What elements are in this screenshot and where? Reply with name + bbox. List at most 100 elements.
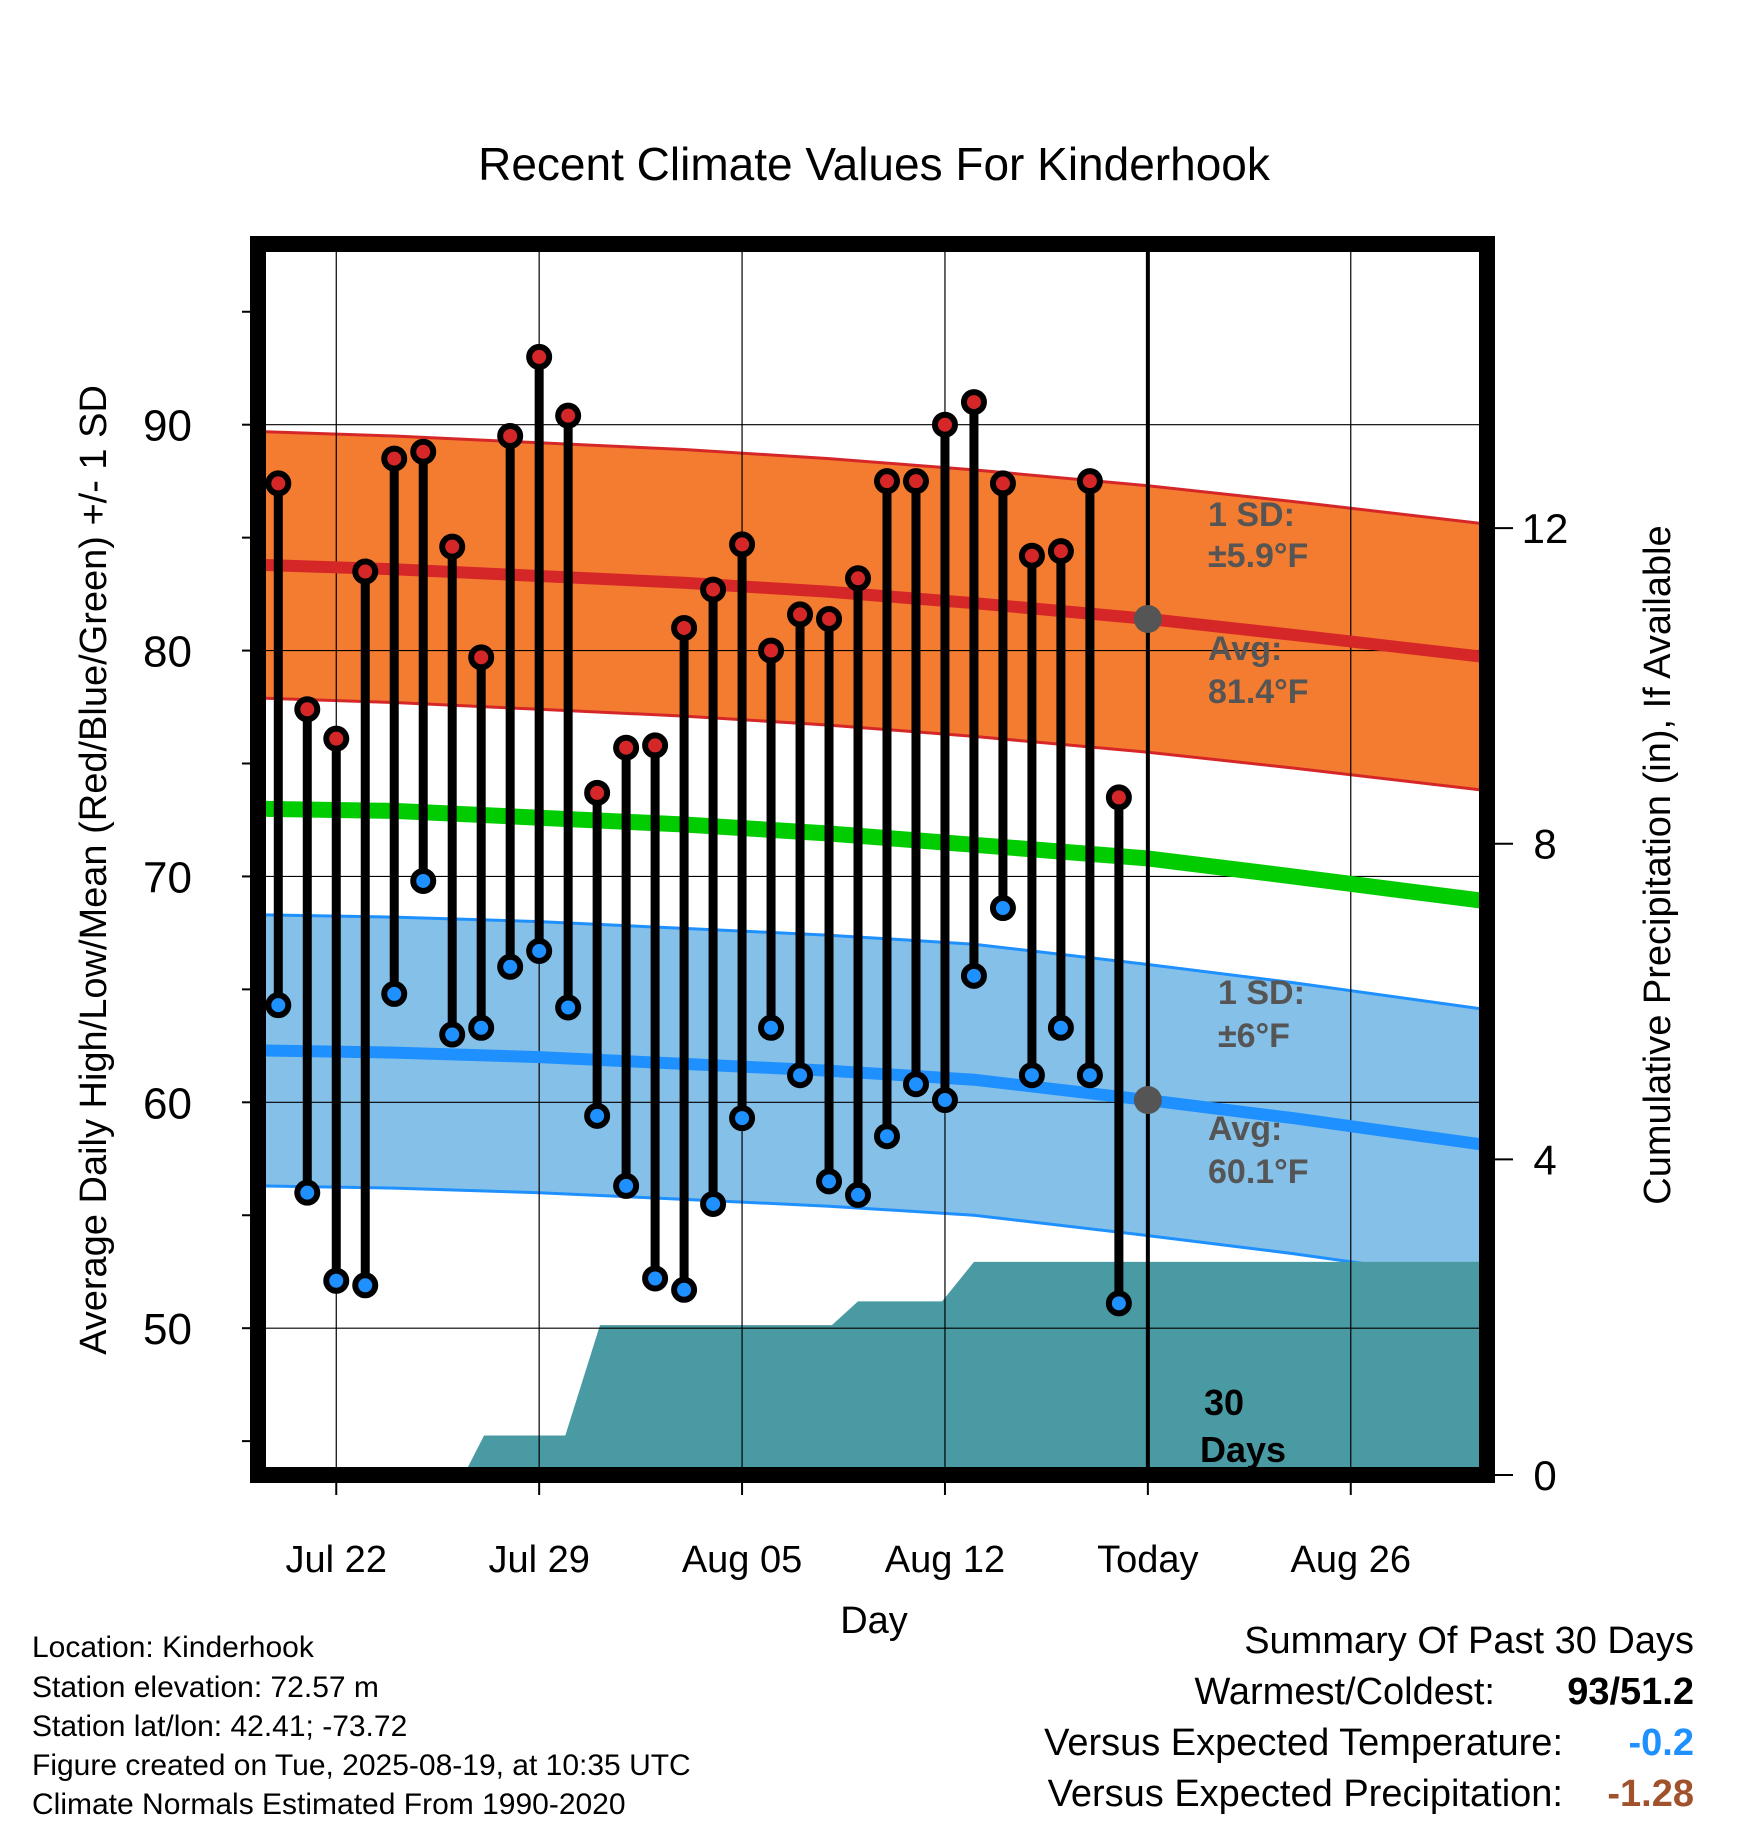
low-point (845, 1181, 872, 1208)
low-point (902, 1071, 929, 1098)
low-point (758, 1014, 785, 1041)
high-point (613, 734, 640, 761)
low-point (787, 1062, 814, 1089)
high-point (294, 696, 321, 723)
high-point (323, 725, 350, 752)
info-normals: Climate Normals Estimated From 1990-2020 (32, 1788, 626, 1821)
high-point (555, 402, 582, 429)
precip-label: Versus Expected Precipitation: (1048, 1773, 1563, 1815)
y-tick-label: 90 (143, 402, 192, 451)
warmest-lo: 51.2 (1620, 1671, 1694, 1713)
high-avg-value: 81.4°F (1208, 673, 1309, 711)
annotations: 1 SD: ±5.9°F Avg: 81.4°F 1 SD: ±6°F Avg:… (1208, 496, 1309, 1191)
high-point (816, 605, 843, 632)
high-sd-band (258, 431, 1487, 791)
y-tick-label: 70 (143, 853, 192, 902)
low-point (294, 1179, 321, 1206)
low-point (323, 1267, 350, 1294)
days-annotation: 30 Days (1200, 1382, 1286, 1470)
high-point (352, 558, 379, 585)
today-avg-low-marker (1133, 1086, 1162, 1115)
low-point (642, 1265, 669, 1292)
low-point (931, 1087, 958, 1114)
high-point (584, 779, 611, 806)
low-point (729, 1105, 756, 1132)
low-point (1076, 1062, 1103, 1089)
warmest-values: 93/51.2 (1567, 1671, 1694, 1713)
plot-border (250, 236, 1495, 1483)
high-point (439, 533, 466, 560)
y-axis-label: Average Daily High/Low/Mean (Red/Blue/Gr… (73, 385, 115, 1355)
y2-tick-label: 12 (1522, 505, 1569, 552)
high-point (873, 468, 900, 495)
temp-label: Versus Expected Temperature: (1044, 1722, 1563, 1764)
low-point (381, 980, 408, 1007)
low-point (526, 937, 553, 964)
precip-value: -1.28 (1607, 1773, 1694, 1815)
high-point (1047, 538, 1074, 565)
low-point (960, 962, 987, 989)
low-sd-label: 1 SD: (1218, 974, 1305, 1012)
summary-panel: Summary Of Past 30 Days Warmest/Coldest:… (1044, 1620, 1694, 1815)
low-point (700, 1190, 727, 1217)
high-point (497, 422, 524, 449)
x-axis-label: Day (840, 1600, 908, 1642)
x-tick-label: Aug 26 (1291, 1539, 1411, 1581)
low-avg-value: 60.1°F (1208, 1153, 1309, 1191)
precip-area (463, 1261, 1487, 1475)
days-word: Days (1200, 1429, 1286, 1470)
warmest-label: Warmest/Coldest: (1194, 1671, 1495, 1713)
high-point (845, 565, 872, 592)
high-point (1018, 542, 1045, 569)
x-tick-label: Aug 12 (885, 1539, 1005, 1581)
x-tick-label: Jul 22 (286, 1539, 387, 1581)
low-point (816, 1168, 843, 1195)
high-point (526, 343, 553, 370)
x-tick-label: Aug 05 (682, 1539, 802, 1581)
y2-tick-label: 0 (1533, 1452, 1556, 1499)
axes: 50 60 70 80 90 0 4 8 12 Jul 22 Jul 29 Aug 05 Aug 12 T… (143, 310, 1569, 1581)
high-point (468, 644, 495, 671)
high-sd-value: ±5.9°F (1208, 537, 1308, 575)
high-point (410, 438, 437, 465)
low-point (989, 895, 1016, 922)
plot-content (258, 244, 1487, 1475)
low-point (439, 1021, 466, 1048)
low-point (352, 1272, 379, 1299)
low-point (497, 953, 524, 980)
info-elevation: Station elevation: 72.57 m (32, 1671, 379, 1704)
info-created: Figure created on Tue, 2025-08-19, at 10… (32, 1749, 691, 1782)
high-point (931, 411, 958, 438)
high-point (642, 732, 669, 759)
info-location: Location: Kinderhook (32, 1631, 315, 1664)
y-tick-label: 50 (143, 1305, 192, 1354)
summary-heading: Summary Of Past 30 Days (1244, 1620, 1694, 1662)
y2-tick-label: 8 (1533, 821, 1556, 868)
temp-value: -0.2 (1629, 1722, 1694, 1764)
warmest-hi: 93 (1567, 1671, 1609, 1713)
low-point (410, 867, 437, 894)
y2-axis-label: Cumulative Precipitation (in), If Availa… (1637, 525, 1679, 1204)
low-point (1105, 1290, 1132, 1317)
y2-tick-label: 4 (1533, 1136, 1556, 1183)
station-info: Location: Kinderhook Station elevation: … (32, 1631, 691, 1821)
low-sd-band-lower (258, 1184, 1487, 1283)
x-tick-label: Today (1097, 1539, 1198, 1581)
plot-frame (250, 236, 1495, 1483)
high-point (960, 389, 987, 416)
low-point (1047, 1014, 1074, 1041)
high-point (729, 531, 756, 558)
high-point (1076, 468, 1103, 495)
high-point (381, 445, 408, 472)
high-point (758, 637, 785, 664)
high-point (902, 468, 929, 495)
avg-high-line (258, 558, 1487, 664)
low-point (873, 1123, 900, 1150)
chart-title: Recent Climate Values For Kinderhook (478, 138, 1271, 190)
low-point (555, 994, 582, 1021)
high-sd-label: 1 SD: (1208, 496, 1295, 534)
low-point (613, 1172, 640, 1199)
high-point (1105, 784, 1132, 811)
low-point (468, 1014, 495, 1041)
